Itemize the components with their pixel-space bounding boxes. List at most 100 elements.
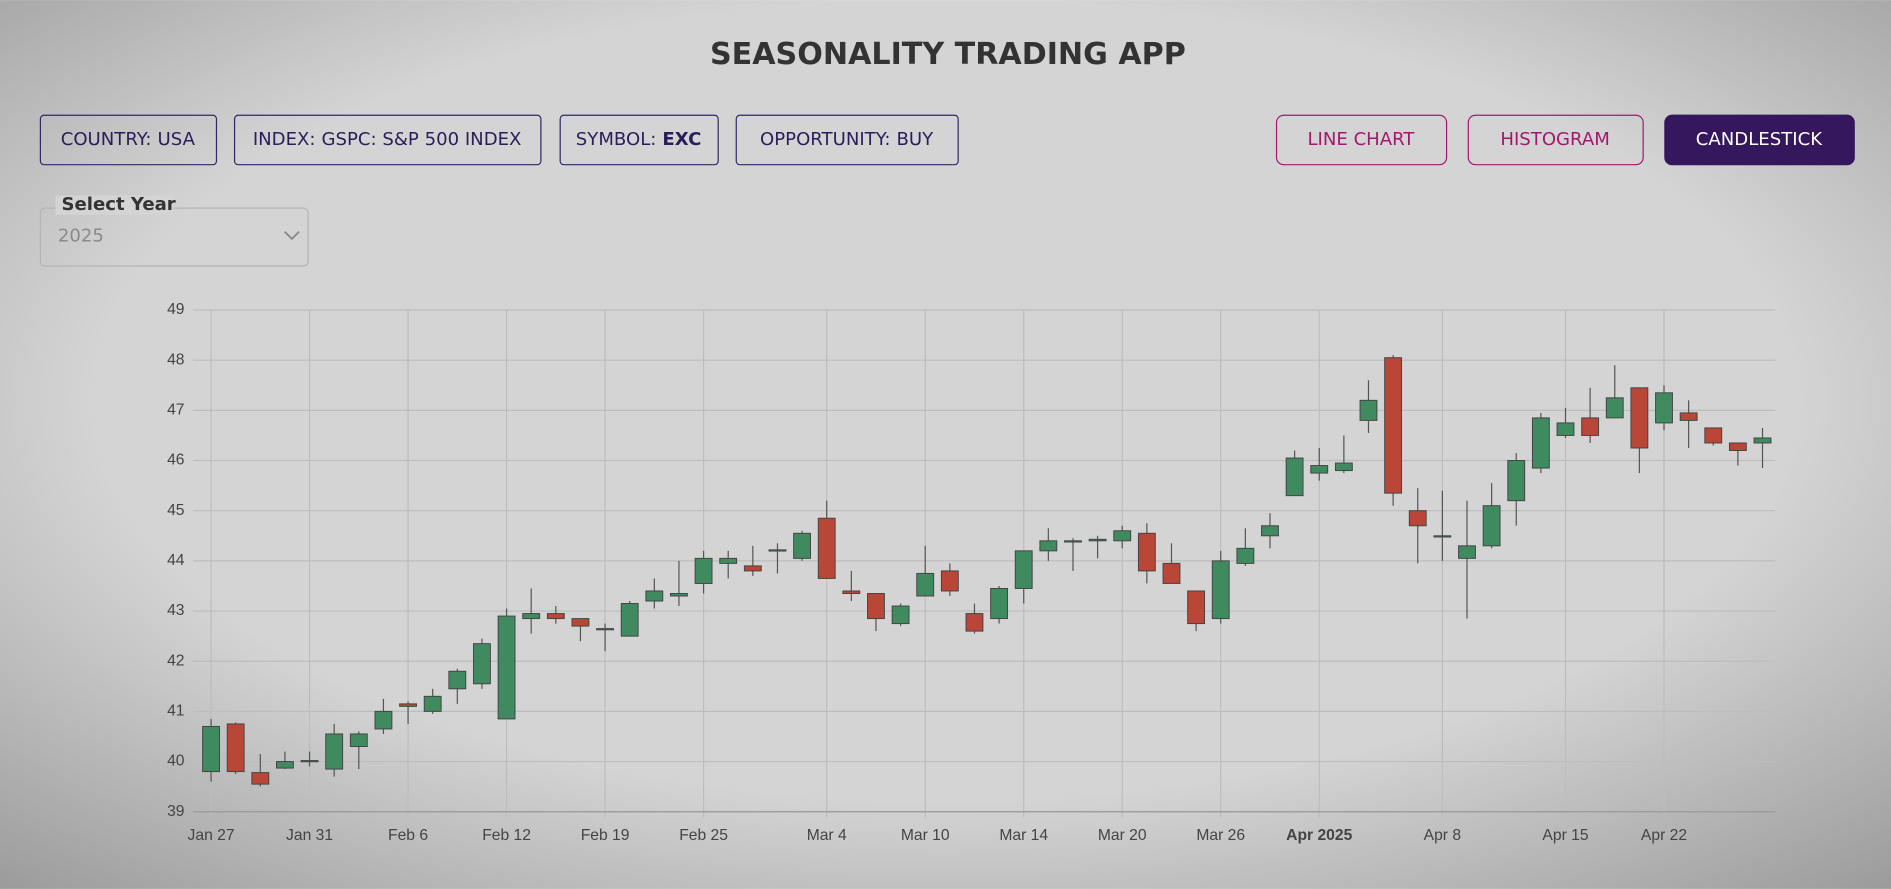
- candle-body: [497, 615, 516, 720]
- candle-body: [1113, 530, 1132, 542]
- candle-body: [1162, 562, 1181, 584]
- candle-body: [1359, 399, 1378, 421]
- y-tick-label: 41: [167, 703, 184, 720]
- candle-body: [1605, 397, 1624, 419]
- filter-value: USA: [158, 129, 196, 150]
- filter-value: EXC: [662, 129, 701, 150]
- candle-body: [300, 760, 319, 763]
- x-tick-label: Mar 4: [807, 827, 847, 844]
- candle-body: [743, 565, 762, 572]
- candle-body: [374, 710, 393, 730]
- candle-body: [1704, 427, 1723, 444]
- candle-body: [1433, 535, 1452, 538]
- candle-body: [522, 613, 541, 620]
- select-value[interactable]: 2025: [58, 225, 104, 246]
- candlestick-chart: 39 40 41 42 43 44 45 46 47 48 49 Jan 27 Jan 31 Feb 6 F…: [167, 301, 1776, 844]
- app-title: SEASONALITY TRADING APP: [710, 37, 1186, 72]
- candle-body: [1285, 457, 1304, 497]
- filter-value: BUY: [896, 129, 934, 150]
- y-tick-label: 40: [167, 753, 185, 770]
- filter-chip[interactable]: [233, 114, 542, 166]
- candle-body: [990, 587, 1009, 620]
- candle-body: [448, 670, 467, 690]
- candle-body: [793, 532, 812, 559]
- chart-type-button[interactable]: [1664, 114, 1855, 166]
- filter-label: INDEX:: [253, 129, 316, 150]
- x-tick-label: Apr 22: [1641, 827, 1687, 844]
- button-label[interactable]: HISTOGRAM: [1500, 129, 1609, 150]
- x-tick-label: Apr 8: [1424, 827, 1462, 844]
- y-tick-label: 46: [167, 452, 185, 469]
- y-tick-label: 49: [167, 301, 184, 318]
- candle-body: [1482, 505, 1501, 547]
- candle-body: [1531, 417, 1550, 469]
- candle-body: [1334, 462, 1353, 472]
- filter-label: SYMBOL:: [576, 129, 657, 150]
- filter-label: COUNTRY:: [61, 129, 152, 150]
- candle-body: [1137, 532, 1156, 572]
- filter-text: INDEX: GSPC: S&P 500 INDEX: [253, 129, 522, 150]
- candle-body: [1236, 547, 1255, 564]
- candle-body: [1014, 550, 1033, 589]
- x-tick-label: Mar 14: [999, 827, 1048, 844]
- candle-body: [670, 593, 688, 597]
- filter-label: OPPORTUNITY:: [760, 129, 890, 150]
- candle-body: [571, 618, 590, 627]
- candle-body: [1408, 510, 1427, 527]
- y-tick-label: 48: [167, 351, 185, 368]
- button-label[interactable]: CANDLESTICK: [1696, 129, 1823, 150]
- filter-text: SYMBOL: EXC: [576, 129, 702, 150]
- candle-body: [1679, 412, 1698, 421]
- x-tick-label: Mar 10: [901, 827, 950, 844]
- candle-body: [645, 590, 664, 602]
- candle-body: [1655, 392, 1673, 424]
- candle-body: [325, 733, 344, 770]
- x-tick-label: Feb 19: [581, 827, 630, 844]
- candle-body: [1556, 422, 1575, 436]
- candle-body: [349, 733, 368, 747]
- candle-body: [891, 605, 910, 625]
- y-tick-label: 42: [167, 652, 184, 669]
- candle-body: [1753, 437, 1772, 444]
- filter-chip[interactable]: [39, 114, 218, 166]
- y-tick-label: 47: [167, 402, 184, 419]
- y-tick-label: 39: [167, 803, 184, 820]
- button-label[interactable]: LINE CHART: [1307, 129, 1415, 150]
- x-tick-label: Apr 15: [1542, 827, 1588, 844]
- candle-body: [226, 723, 245, 773]
- x-tick-label: Mar 26: [1196, 827, 1245, 844]
- filter-chip[interactable]: [735, 114, 959, 166]
- candle-body: [867, 593, 885, 620]
- x-tick-label: Mar 20: [1098, 827, 1147, 844]
- candle-body: [768, 549, 787, 552]
- candle-body: [694, 557, 713, 584]
- candle-body: [965, 613, 984, 632]
- candle-body: [1261, 525, 1279, 537]
- x-tick-label: Jan 31: [286, 827, 333, 844]
- candle-body: [251, 772, 270, 785]
- y-tick-label: 43: [167, 602, 185, 619]
- candle-body: [1458, 545, 1476, 559]
- candle-body: [1630, 387, 1649, 449]
- candle-body: [596, 628, 614, 631]
- candle-body: [1187, 590, 1206, 625]
- chart-type-button[interactable]: [1467, 114, 1644, 166]
- candle-body: [473, 643, 491, 685]
- x-tick-label: Jan 27: [188, 827, 235, 844]
- y-tick-label: 45: [167, 502, 185, 519]
- candle-body: [546, 613, 565, 620]
- year-select[interactable]: Select Year 2025: [39, 194, 309, 267]
- filter-chip[interactable]: [559, 114, 719, 166]
- candle-body: [1064, 540, 1082, 543]
- candle-body: [719, 557, 738, 564]
- candle-body: [1507, 460, 1526, 502]
- x-tick-label: Feb 6: [388, 827, 428, 844]
- chart-type-button[interactable]: [1275, 114, 1448, 166]
- candle-body: [1581, 417, 1600, 436]
- filter-text: COUNTRY: USA: [61, 129, 196, 150]
- filter-text: OPPORTUNITY: BUY: [760, 129, 934, 150]
- candle-body: [1384, 357, 1403, 494]
- y-tick-label: 44: [167, 552, 185, 569]
